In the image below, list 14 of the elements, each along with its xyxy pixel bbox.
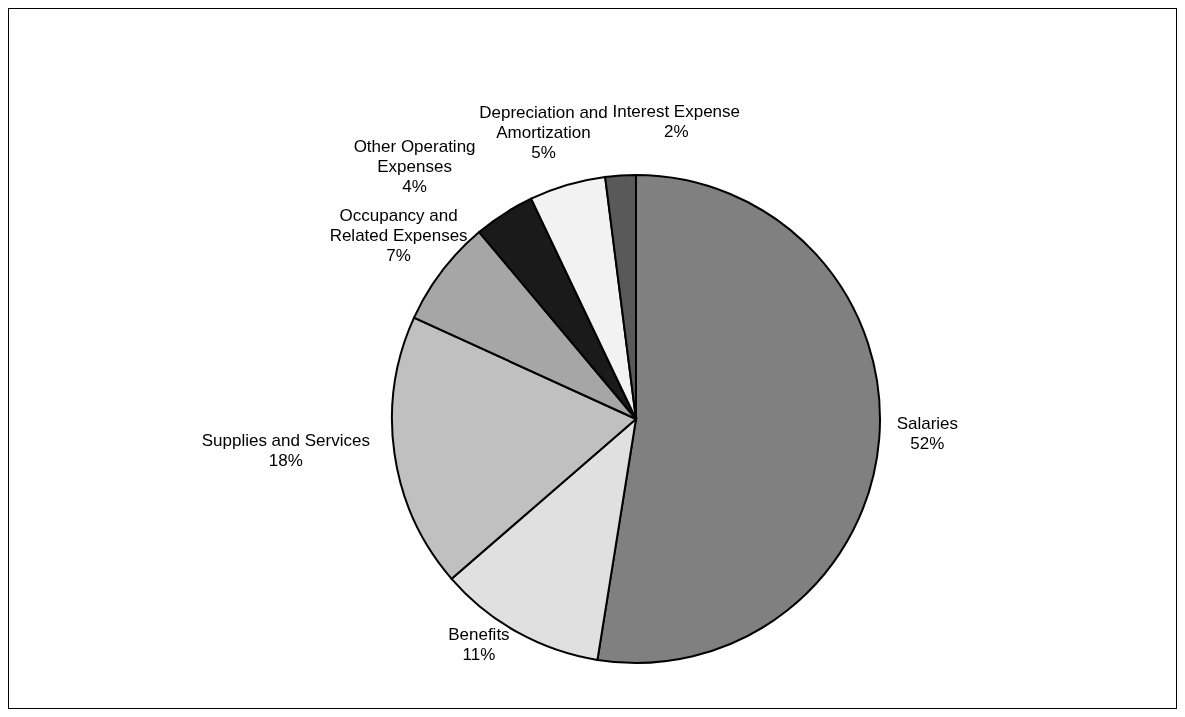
slice-label: Depreciation and Amortization xyxy=(479,102,608,142)
data-label: 18% xyxy=(268,450,303,470)
data-label: 11% xyxy=(462,645,496,665)
slice-label: Other Operating Expenses xyxy=(353,137,476,177)
slice-label: Supplies and Services xyxy=(201,430,370,450)
slice-label: Salaries xyxy=(896,414,959,434)
data-label: 4% xyxy=(402,177,427,197)
slice-label: Occupancy and Related Expenses xyxy=(329,206,468,246)
data-label: 52% xyxy=(910,434,945,454)
data-label: 5% xyxy=(531,142,556,162)
slice-label: Benefits xyxy=(448,625,510,645)
slice-label: Interest Expense xyxy=(612,101,741,121)
data-label: 7% xyxy=(386,246,411,266)
data-label: 2% xyxy=(663,121,689,141)
